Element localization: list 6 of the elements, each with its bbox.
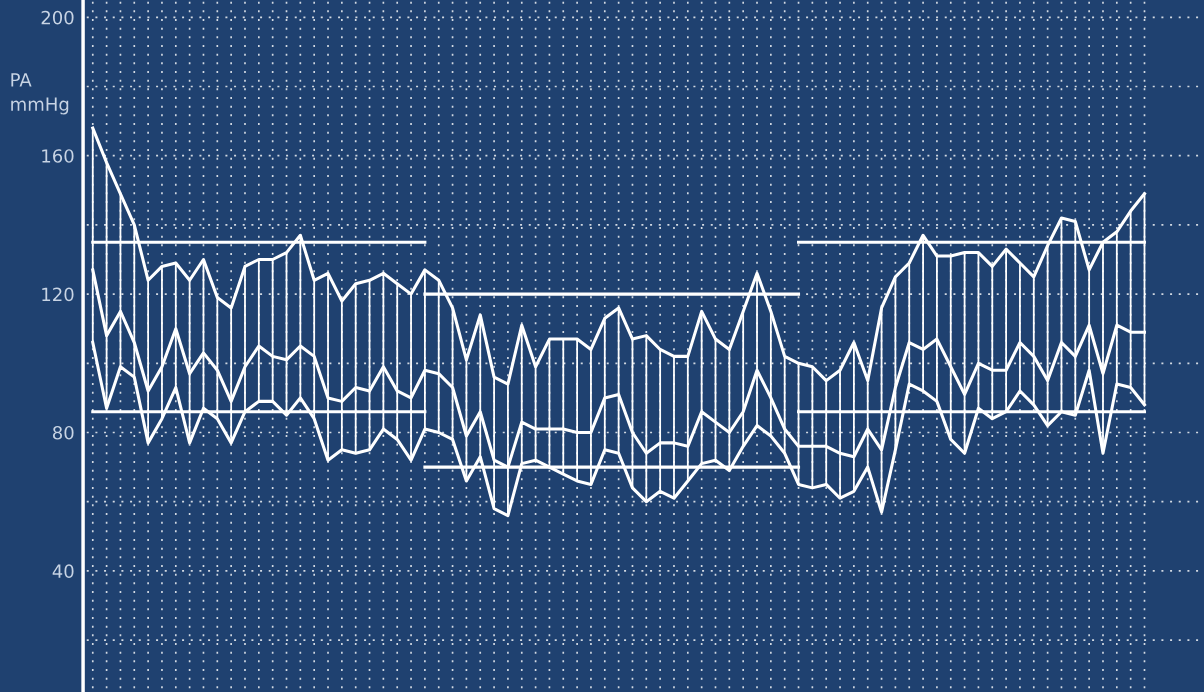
y-tick-label: 80 [52,425,74,440]
y-tick-label: 40 [52,564,74,579]
y-tick-label: 200 [41,10,74,25]
y-tick-label: 160 [42,149,74,163]
y-tick-label: 120 [42,287,74,302]
y-axis-title: PA mmHg [11,73,69,115]
